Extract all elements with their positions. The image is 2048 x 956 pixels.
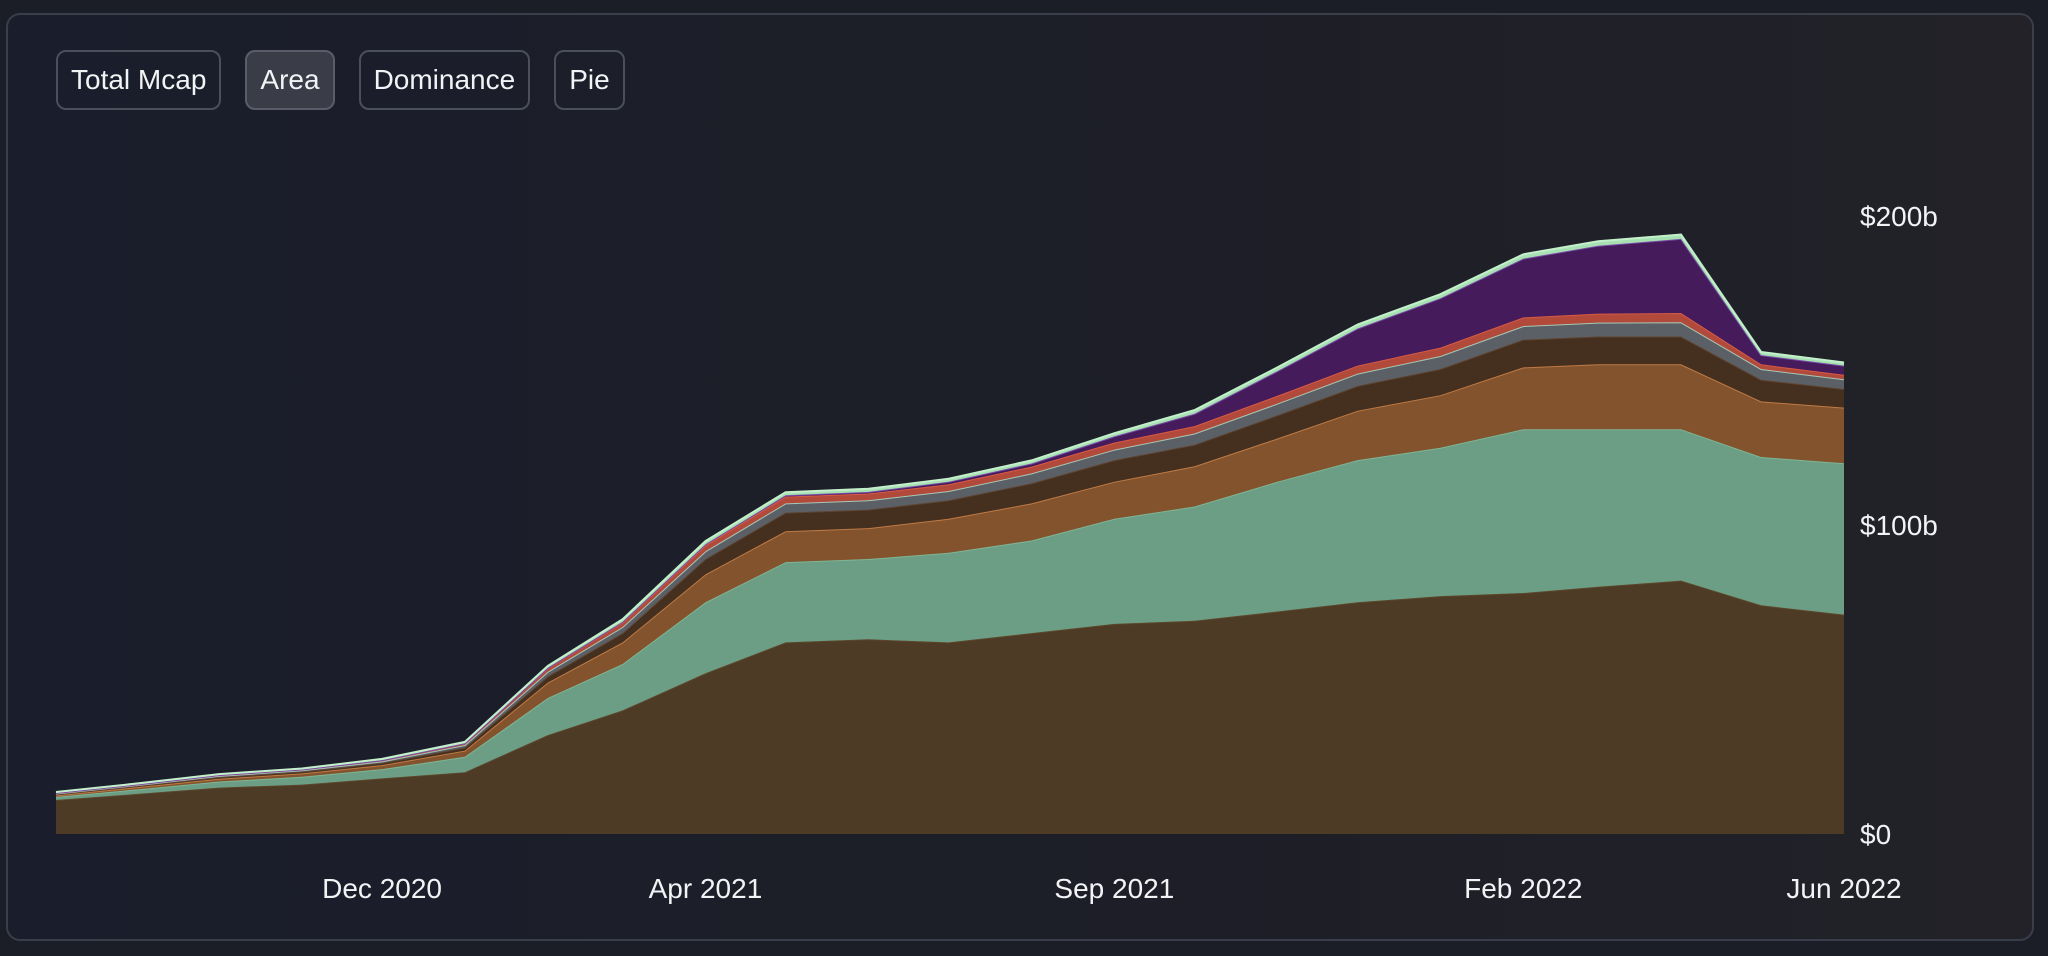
y-tick-label: $0 — [1860, 819, 1891, 850]
tab-pie[interactable]: Pie — [554, 50, 625, 110]
tab-dominance[interactable]: Dominance — [358, 50, 531, 110]
area-series-group — [55, 233, 1845, 834]
x-tick-label: Jun 2022 — [1786, 873, 1901, 904]
y-axis: $0 $100b $200b — [1860, 201, 1938, 850]
y-tick-label: $200b — [1860, 201, 1938, 232]
x-tick-label: Feb 2022 — [1464, 873, 1582, 904]
x-axis: Dec 2020 Apr 2021 Sep 2021 Feb 2022 Jun 2022 — [322, 873, 1901, 904]
y-tick-label: $100b — [1860, 510, 1938, 541]
x-tick-label: Sep 2021 — [1054, 873, 1174, 904]
area-series-3 — [56, 364, 1844, 797]
tab-area[interactable]: Area — [245, 50, 335, 110]
chart-view-tabs: Total Mcap Area Dominance Pie — [56, 50, 625, 110]
area-series-7 — [56, 238, 1844, 793]
tab-total-mcap[interactable]: Total Mcap — [56, 50, 222, 110]
x-tick-label: Dec 2020 — [322, 873, 442, 904]
area-series-line-8 — [55, 233, 1845, 793]
area-series-2 — [56, 429, 1844, 800]
x-tick-label: Apr 2021 — [649, 873, 763, 904]
area-series-1 — [56, 580, 1844, 834]
